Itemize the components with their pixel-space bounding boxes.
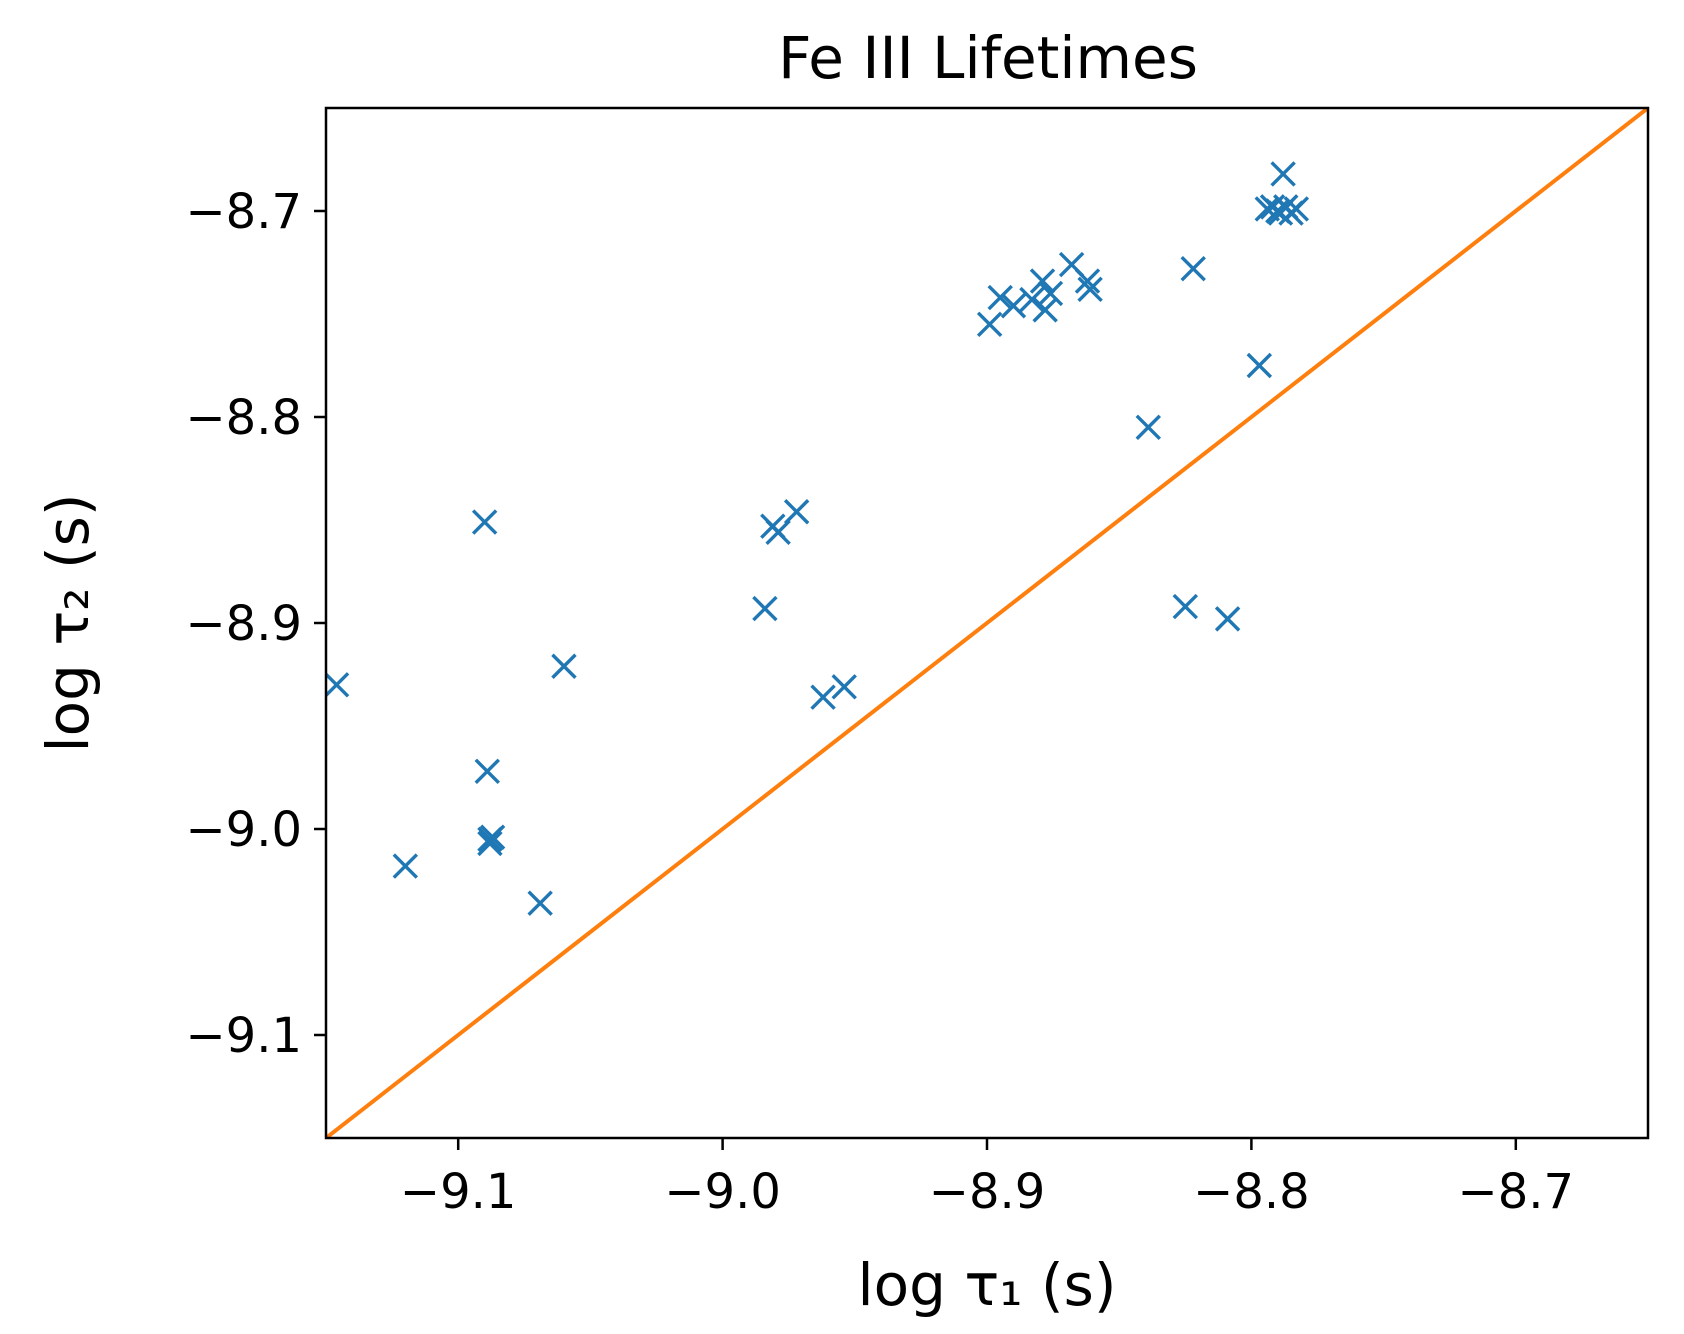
data-point — [976, 311, 1003, 338]
data-point — [1019, 286, 1045, 313]
data-point — [810, 684, 836, 710]
data-point — [326, 672, 350, 698]
data-point — [471, 509, 498, 535]
data-point — [1283, 196, 1310, 222]
y-tick-label: −8.8 — [185, 390, 302, 446]
plot-area — [326, 108, 1648, 1138]
data-point — [1246, 352, 1273, 379]
data-point — [474, 758, 500, 785]
data-point — [1037, 280, 1064, 307]
x-axis: −9.1 −9.0 −8.9 −8.8 −8.7 — [400, 1138, 1574, 1220]
y-tick-label: −9.0 — [185, 802, 302, 858]
data-point — [1077, 276, 1103, 302]
x-tick-label: −8.7 — [1458, 1164, 1575, 1220]
data-point — [1074, 268, 1101, 294]
data-point — [987, 284, 1013, 311]
y-axis: −9.1 −9.0 −8.9 −8.8 −8.7 — [185, 184, 326, 1064]
data-point — [551, 653, 577, 679]
data-point — [527, 890, 553, 916]
data-point — [783, 499, 810, 525]
data-point — [1172, 593, 1199, 620]
data-point — [831, 674, 857, 700]
x-tick-label: −9.0 — [664, 1164, 781, 1220]
y-tick-label: −9.1 — [185, 1008, 302, 1064]
data-point — [392, 853, 419, 879]
y-tick-label: −8.9 — [185, 596, 302, 652]
y-tick-label: −8.7 — [185, 184, 302, 240]
x-tick-label: −8.9 — [929, 1164, 1046, 1220]
reference-line — [326, 108, 1648, 1138]
chart-title: Fe III Lifetimes — [778, 24, 1198, 92]
data-point — [1000, 293, 1027, 319]
x-axis-label: log τ₁ (s) — [858, 1251, 1117, 1319]
data-point — [1135, 414, 1161, 441]
data-point — [752, 595, 778, 622]
axes-frame — [324, 106, 1650, 1140]
data-point — [765, 519, 791, 546]
data-point — [1270, 161, 1296, 187]
y-axis-label: log τ₂ (s) — [34, 494, 102, 753]
data-point — [479, 824, 506, 850]
data-point — [477, 830, 503, 857]
data-point — [1214, 606, 1241, 632]
x-tick-label: −8.8 — [1193, 1164, 1310, 1220]
data-point — [1180, 255, 1206, 282]
x-tick-label: −9.1 — [400, 1164, 517, 1220]
data-point — [1029, 268, 1056, 294]
data-point — [1032, 297, 1058, 323]
